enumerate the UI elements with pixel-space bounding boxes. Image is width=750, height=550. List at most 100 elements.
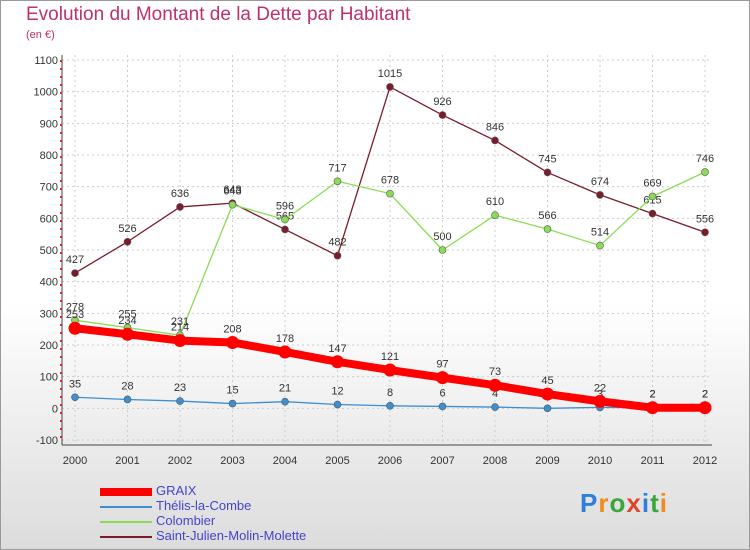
- axis-marker: [60, 404, 62, 406]
- data-point: [543, 225, 552, 233]
- data-label: 45: [541, 375, 553, 387]
- data-point: [438, 246, 447, 254]
- data-label: 2: [702, 389, 708, 401]
- data-point: [228, 200, 237, 209]
- axis-marker: [60, 164, 62, 166]
- data-point: [173, 334, 187, 348]
- axis-marker: [60, 140, 62, 142]
- x-tick-label: 2010: [588, 455, 612, 467]
- axis-marker: [60, 388, 62, 390]
- data-point: [438, 402, 447, 411]
- data-label: 500: [433, 231, 451, 243]
- data-label: 253: [66, 309, 84, 321]
- data-point: [596, 191, 604, 199]
- data-label: 28: [121, 380, 133, 392]
- y-tick-label: 700: [40, 182, 58, 194]
- data-point: [386, 83, 394, 91]
- axis-marker: [60, 292, 62, 294]
- y-tick-label: 600: [40, 213, 58, 225]
- axis-marker: [60, 60, 62, 62]
- axis-marker: [60, 196, 62, 198]
- y-tick-label: -100: [36, 435, 58, 447]
- axis-marker: [60, 180, 62, 182]
- x-tick-label: 2008: [483, 455, 507, 467]
- axis-marker: [60, 356, 62, 358]
- x-tick-label: 2011: [641, 455, 665, 467]
- data-label: 745: [538, 153, 556, 165]
- axis-marker: [60, 228, 62, 230]
- data-label: 4: [492, 388, 498, 400]
- data-label: 255: [118, 309, 136, 321]
- axis-marker: [60, 68, 62, 70]
- axis-marker: [60, 396, 62, 398]
- data-point: [176, 397, 184, 405]
- axis-marker: [60, 204, 62, 206]
- axis-marker: [60, 364, 62, 366]
- axis-marker: [60, 268, 62, 270]
- data-point: [123, 237, 132, 246]
- data-label: 678: [381, 175, 399, 187]
- axis-marker: [60, 84, 62, 86]
- axis-marker: [60, 412, 62, 414]
- axis-marker: [60, 188, 62, 190]
- y-tick-label: 100: [40, 372, 58, 384]
- axis-marker: [60, 92, 62, 94]
- data-point: [176, 203, 184, 211]
- axis-marker: [60, 220, 62, 222]
- data-label: 231: [171, 316, 189, 328]
- y-tick-label: 500: [40, 245, 58, 257]
- data-point: [701, 168, 709, 176]
- data-point: [68, 321, 82, 335]
- data-label: 2: [649, 389, 655, 401]
- data-label: 566: [538, 210, 556, 222]
- data-point: [596, 241, 604, 250]
- data-point: [593, 394, 607, 408]
- axis-marker: [60, 340, 62, 342]
- data-label: 178: [276, 333, 294, 345]
- data-label: 22: [594, 382, 606, 394]
- axis-marker: [60, 132, 62, 134]
- legend-label: Thélis-la-Combe: [156, 498, 252, 513]
- data-label: 556: [696, 213, 714, 225]
- y-tick-label: 400: [40, 277, 58, 289]
- axis-marker: [60, 308, 62, 310]
- data-label: 846: [486, 121, 504, 133]
- data-point: [491, 403, 499, 411]
- data-point: [331, 355, 344, 369]
- y-tick-label: 0: [52, 403, 58, 415]
- data-point: [226, 335, 239, 349]
- data-point: [648, 209, 657, 218]
- data-label: 427: [66, 254, 84, 266]
- data-point: [491, 211, 499, 219]
- x-tick-label: 2007: [430, 455, 454, 467]
- axis-marker: [60, 300, 62, 302]
- data-point: [333, 177, 342, 186]
- data-label: 208: [223, 323, 241, 335]
- data-label: 8: [387, 387, 393, 399]
- data-label: 2: [702, 389, 708, 401]
- data-point: [228, 399, 237, 408]
- data-point: [488, 378, 502, 392]
- legend-label: GRAIX: [156, 483, 197, 498]
- y-tick-label: 900: [40, 118, 58, 130]
- x-tick-label: 2001: [115, 455, 139, 467]
- axis-marker: [60, 252, 62, 254]
- data-label: 615: [643, 195, 661, 207]
- data-point: [333, 400, 342, 409]
- data-label: 23: [174, 382, 186, 394]
- data-label: 1015: [378, 68, 402, 80]
- x-tick-label: 2002: [168, 455, 192, 467]
- data-point: [383, 363, 397, 377]
- axis-marker: [60, 348, 62, 350]
- data-label: 636: [171, 188, 189, 200]
- data-point: [121, 327, 134, 341]
- axis-marker: [60, 324, 62, 326]
- data-point: [436, 371, 449, 385]
- axis-marker: [60, 284, 62, 286]
- axis-marker: [60, 372, 62, 374]
- axis-marker: [60, 316, 62, 318]
- legend-swatch: [100, 506, 152, 508]
- data-label: 643: [223, 186, 241, 198]
